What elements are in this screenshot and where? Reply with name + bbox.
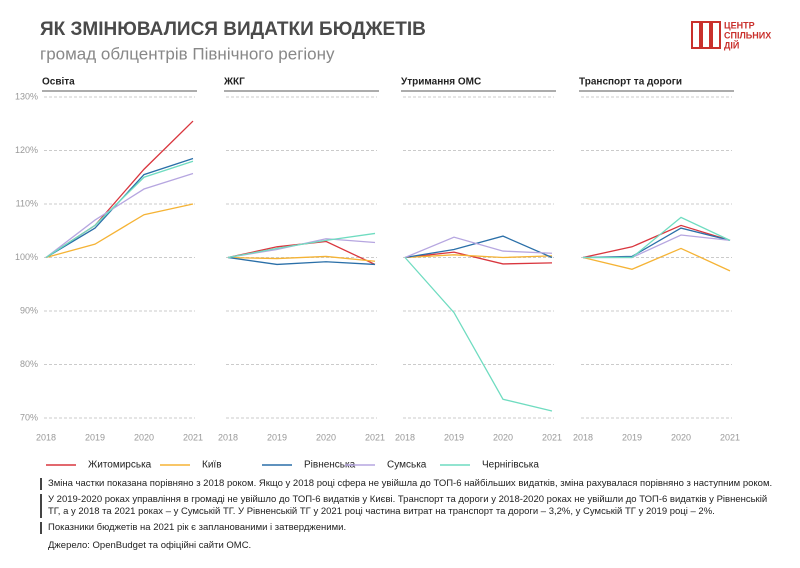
series-line — [45, 203, 194, 259]
subtitle: громад облцентрів Північного регіону — [40, 44, 335, 63]
y-tick-label: 80% — [20, 359, 38, 369]
legend-label: Чернігівська — [482, 460, 539, 471]
source: Джерело: OpenBudget та офіційні сайти ОМ… — [48, 540, 252, 551]
logo-text: СПІЛЬНИХ — [724, 30, 771, 40]
panel-title: Утримання ОМС — [401, 77, 481, 88]
y-tick-label: 120% — [15, 145, 38, 155]
panel-title: Транспорт та дороги — [579, 77, 682, 88]
x-tick-label: 2018 — [218, 432, 238, 442]
y-tick-label: 110% — [16, 198, 38, 208]
note: Зміна частки показана порівняно з 2018 р… — [40, 478, 780, 490]
x-tick-label: 2019 — [622, 432, 642, 442]
series-line — [45, 160, 194, 259]
notes: Зміна частки показана порівняно з 2018 р… — [40, 478, 780, 552]
x-tick-label: 2020 — [671, 432, 691, 442]
series-line — [227, 232, 376, 259]
y-tick-label: 70% — [20, 412, 38, 422]
series-line — [45, 120, 194, 259]
series-line — [404, 235, 553, 259]
legend-label: Сумська — [387, 460, 427, 471]
legend-label: Житомирська — [88, 460, 152, 471]
x-tick-label: 2018 — [36, 432, 56, 442]
panel-title: Освіта — [42, 77, 75, 88]
x-tick-label: 2020 — [493, 432, 513, 442]
note: Показники бюджетів на 2021 рік є заплано… — [40, 522, 780, 534]
x-tick-label: 2019 — [267, 432, 287, 442]
x-tick-label: 2018 — [573, 432, 593, 442]
x-tick-label: 2019 — [85, 432, 105, 442]
logo-text: ЦЕНТР — [724, 20, 755, 30]
x-tick-label: 2020 — [134, 432, 154, 442]
x-tick-label: 2021 — [183, 432, 203, 442]
logo-icon — [691, 21, 721, 49]
x-tick-label: 2021 — [542, 432, 562, 442]
x-tick-label: 2021 — [720, 432, 740, 442]
title: ЯК ЗМІНЮВАЛИСЯ ВИДАТКИ БЮДЖЕТІВ — [40, 19, 426, 40]
series-line — [404, 257, 553, 412]
series-line — [45, 172, 194, 259]
x-tick-label: 2019 — [444, 432, 464, 442]
series-line — [404, 251, 553, 265]
series-line — [404, 236, 553, 259]
panel-title: ЖКГ — [223, 77, 245, 88]
x-tick-label: 2018 — [395, 432, 415, 442]
x-tick-label: 2021 — [365, 432, 385, 442]
logo-text: ДІЙ — [724, 39, 739, 50]
series-line — [227, 255, 376, 262]
legend-label: Київ — [202, 460, 222, 471]
y-tick-label: 100% — [15, 252, 38, 262]
x-tick-label: 2020 — [316, 432, 336, 442]
y-tick-label: 90% — [20, 305, 38, 315]
legend-label: Рівненська — [304, 460, 356, 471]
note: У 2019-2020 роках управління в громаді н… — [40, 494, 780, 518]
series-line — [582, 247, 731, 272]
series-line — [582, 224, 731, 259]
series-line — [404, 254, 553, 259]
series-line — [583, 234, 731, 259]
series-line — [583, 216, 731, 259]
series-line — [227, 256, 376, 266]
y-tick-label: 130% — [15, 91, 38, 101]
